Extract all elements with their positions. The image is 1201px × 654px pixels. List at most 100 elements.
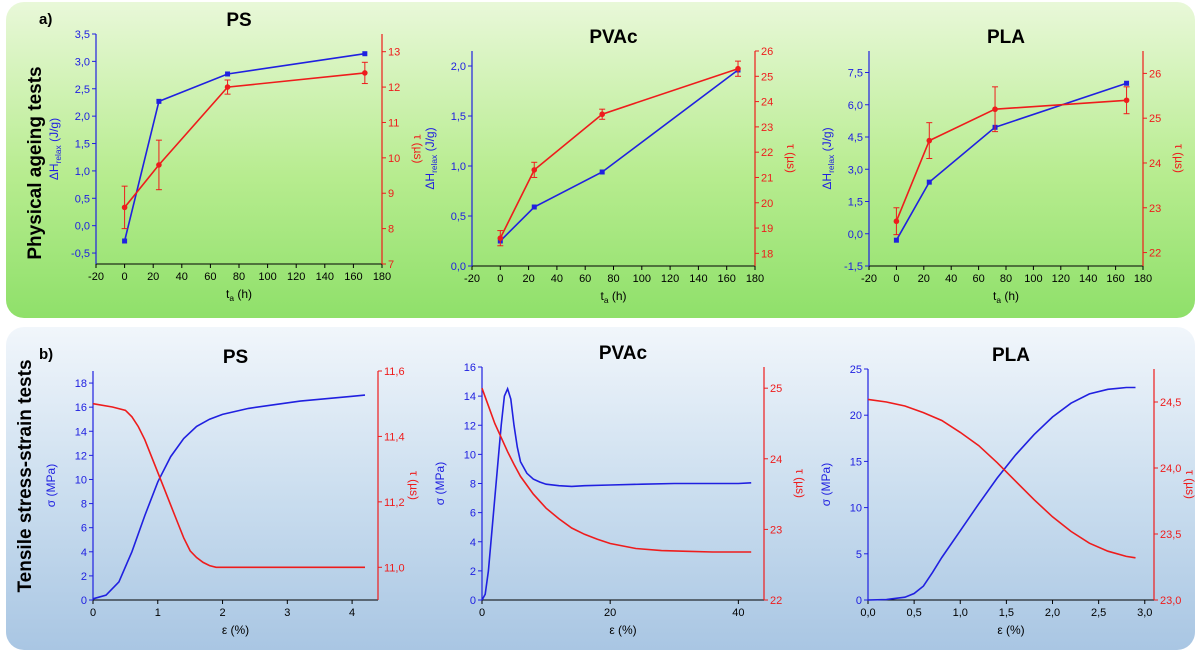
x-tick-label: 140 [1079, 273, 1097, 285]
left-y-tick-label: 0,5 [75, 193, 90, 205]
x-tick-label: 2 [219, 607, 225, 619]
data-point [225, 71, 231, 77]
x-tick-label: -20 [464, 273, 480, 285]
tau-data-point [121, 204, 128, 211]
right-y-tick-label: 24 [1149, 158, 1161, 170]
x-tick-label: 20 [918, 273, 930, 285]
right-y-tick-label: 23,0 [1160, 595, 1181, 607]
tau-data-point [893, 218, 900, 225]
tau-data-point [531, 167, 538, 173]
tau-data-point [735, 65, 741, 72]
x-tick-label: 60 [204, 271, 216, 283]
chart-b-ps: PS0 1 2 3 402468101214161811,011,211,411,6ε … [44, 347, 421, 637]
left-series-line [867, 386, 1136, 601]
right-y-tick-label: 25 [761, 71, 773, 83]
tau-data-point [497, 235, 504, 241]
chart-title: PLA [992, 345, 1030, 366]
left-series-line [499, 69, 739, 242]
chart-title: PVAc [599, 343, 648, 364]
data-point [1124, 80, 1130, 86]
left-y-tick-label: 16 [75, 402, 87, 414]
right-y-tick-label: 23,5 [1160, 529, 1181, 541]
right-y-tick-label: 26 [1149, 68, 1161, 80]
tau-series-line [867, 398, 1136, 559]
right-y-tick-label: 23 [761, 122, 773, 134]
x-tick-label: 0 [90, 607, 96, 619]
left-y-tick-label: 10 [75, 474, 87, 486]
left-y-tick-label: 4 [470, 537, 476, 549]
right-y-tick-label: 21 [761, 172, 773, 184]
left-y-tick-label: 1,5 [848, 197, 863, 209]
right-y-tick-label: 26 [761, 46, 773, 58]
right-y-axis-label: τ (µs) [407, 471, 421, 500]
data-point [122, 238, 128, 244]
x-tick-label: 0,5 [906, 607, 921, 619]
right-y-tick-label: 23 [1149, 203, 1161, 215]
right-y-tick-label: 25 [770, 383, 782, 395]
left-y-tick-label: 14 [464, 391, 476, 403]
left-y-tick-label: 12 [75, 450, 87, 462]
left-y-tick-label: 0,0 [848, 229, 863, 241]
right-y-tick-label: 23 [770, 524, 782, 536]
data-point [926, 179, 932, 185]
tau-series-line [499, 67, 739, 239]
x-tick-label: -20 [861, 273, 877, 285]
right-y-axis-label: τ (µs) [1172, 144, 1186, 173]
left-y-tick-label: 15 [850, 456, 862, 468]
left-y-tick-label: 1,5 [75, 139, 90, 151]
left-y-tick-label: 3,0 [75, 56, 90, 68]
chart-title: PLA [987, 27, 1025, 48]
left-y-tick-label: 8 [81, 499, 87, 511]
x-tick-label: 100 [258, 271, 276, 283]
left-series-line [92, 394, 366, 600]
data-point [362, 51, 368, 57]
left-y-tick-label: -0,5 [71, 248, 90, 260]
tau-data-point [362, 70, 368, 76]
x-tick-label: -20 [88, 271, 104, 283]
x-tick-label: 20 [522, 273, 534, 285]
chart-title: PS [223, 347, 248, 368]
left-y-tick-label: 25 [850, 364, 862, 376]
right-y-tick-label: 9 [388, 188, 394, 200]
x-tick-label: 60 [972, 273, 984, 285]
x-tick-label: 80 [607, 273, 619, 285]
physical-ageing-panel: a) Physical ageing tests [6, 2, 1195, 318]
right-y-tick-label: 25 [1149, 113, 1161, 125]
tau-series-line [92, 402, 365, 569]
x-tick-label: 160 [344, 271, 362, 283]
data-point [893, 237, 899, 243]
right-y-tick-label: 22 [770, 595, 782, 607]
left-y-tick-label: 8 [470, 479, 476, 491]
chart-a-ps: PS -20 0 20 40 60 80 100 120 140 160 180 -0,5 0,0 0,5 1… [47, 10, 425, 303]
left-y-tick-label: 4,5 [848, 132, 863, 144]
tau-data-point [156, 162, 162, 168]
left-y-tick-label: 10 [464, 449, 476, 461]
x-tick-label: 140 [689, 273, 707, 285]
tau-series-line [123, 72, 365, 208]
left-y-tick-label: 6 [470, 508, 476, 520]
left-y-tick-label: 3,5 [75, 29, 90, 41]
left-y-tick-label: 0,5 [451, 211, 466, 223]
left-y-tick-label: 1,0 [451, 161, 466, 173]
x-axis-label: ε (%) [609, 623, 636, 637]
chart-title: PS [226, 10, 251, 31]
left-y-tick-label: 6,0 [848, 100, 863, 112]
right-y-tick-label: 11,2 [384, 497, 405, 509]
tensile-tests-title: Tensile stress-strain tests [15, 359, 36, 593]
left-y-tick-label: 4 [81, 547, 87, 559]
left-y-tick-label: 0 [470, 595, 476, 607]
right-y-tick-label: 24 [761, 97, 773, 109]
right-y-tick-label: 24,0 [1160, 463, 1181, 475]
left-y-tick-label: 18 [75, 378, 87, 390]
x-tick-label: 180 [746, 273, 764, 285]
x-tick-label: 0,0 [860, 607, 875, 619]
x-tick-label: 100 [633, 273, 651, 285]
tau-series-line [481, 387, 752, 553]
tau-data-point [1123, 97, 1130, 104]
left-y-tick-label: 3,0 [848, 164, 863, 176]
right-y-tick-label: 22 [1149, 248, 1161, 260]
right-y-tick-label: 11,4 [384, 431, 405, 443]
tensile-tests-panel: b) Tensile stress-strain tests [6, 327, 1195, 650]
x-tick-label: 20 [147, 271, 159, 283]
